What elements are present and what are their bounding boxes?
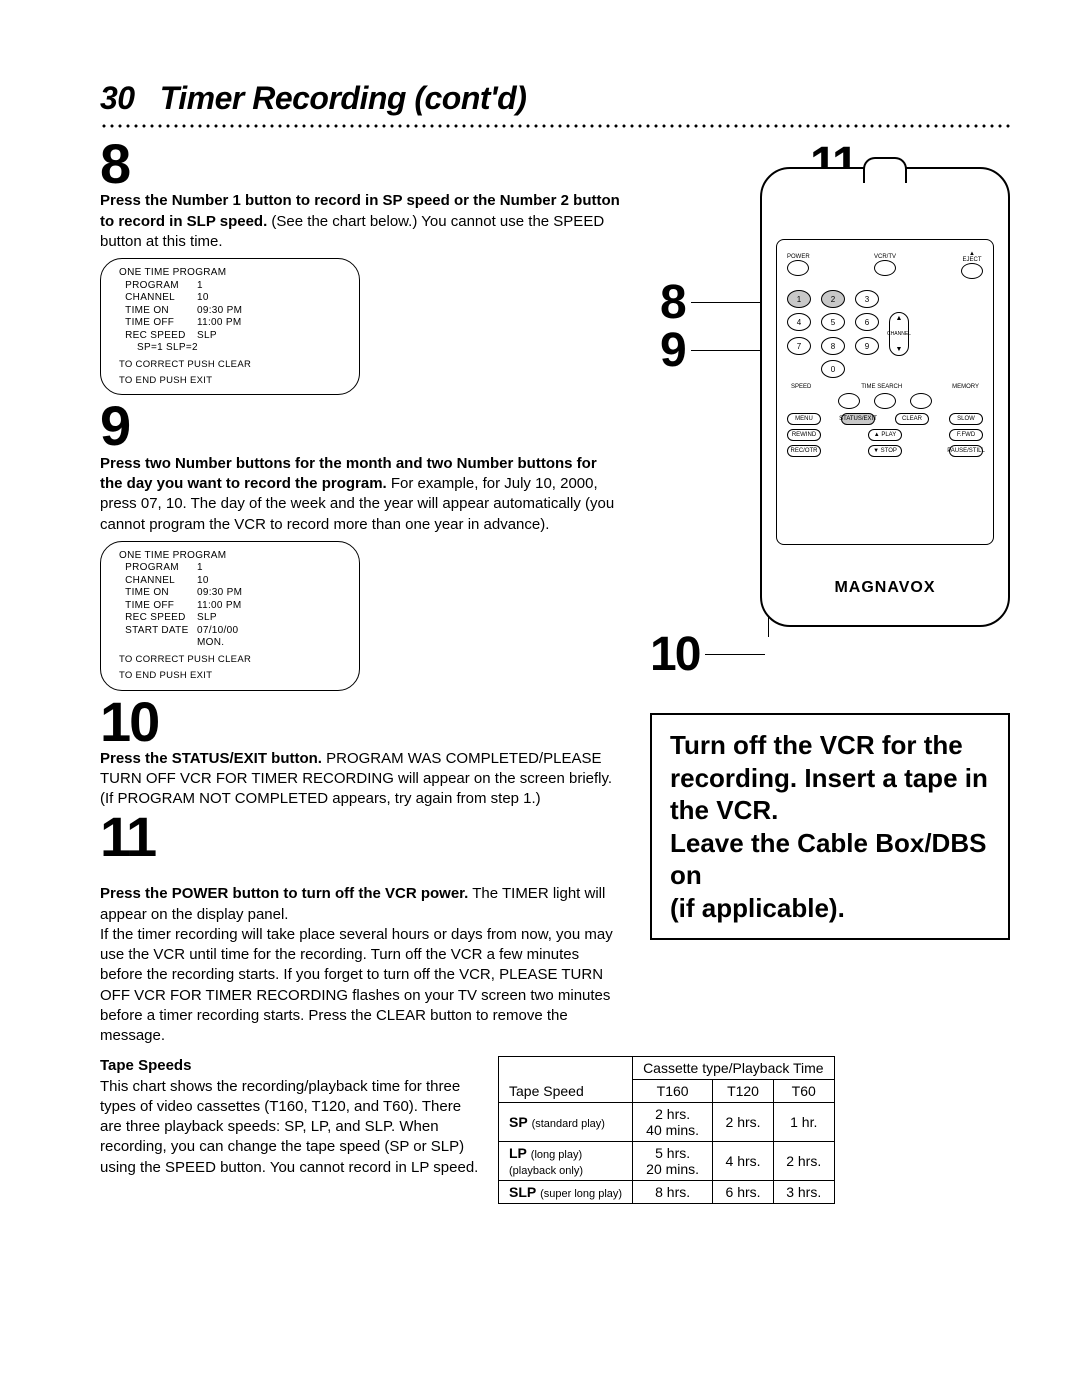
- callout-8-num: 8: [660, 275, 685, 330]
- remote-row-transport2: REC/OTR ▼ STOP PAUSE/STILL: [787, 445, 983, 457]
- channel-rocker[interactable]: ▲CHANNEL▼: [889, 312, 909, 356]
- step-8-number: 8: [100, 139, 620, 189]
- tape-speeds-section: Tape Speeds This chart shows the recordi…: [100, 1056, 1010, 1204]
- rewind-button[interactable]: REWIND: [787, 429, 821, 441]
- tape-speeds-heading: Tape Speeds: [100, 1056, 480, 1076]
- page-title: 30 Timer Recording (cont'd): [100, 80, 1010, 117]
- remote-row-transport1: REWIND ▲ PLAY F.FWD: [787, 429, 983, 441]
- status-exit-button[interactable]: STATUS/EXIT: [841, 413, 875, 425]
- callout-10-num: 10: [650, 627, 699, 682]
- callout-9: 9: [660, 323, 771, 378]
- osd-screen-1: ONE TIME PROGRAM PROGRAM1 CHANNEL10 TIME…: [100, 258, 360, 395]
- step-11-number: 11: [100, 812, 620, 862]
- callout-8: 8: [660, 275, 771, 330]
- num-5[interactable]: 5: [821, 313, 845, 331]
- eject-button[interactable]: [961, 263, 983, 279]
- tape-speeds-body: This chart shows the recording/playback …: [100, 1077, 480, 1178]
- vcrtv-button[interactable]: [874, 260, 896, 276]
- remote-top-row: POWER VCR/TV ▲ EJECT: [787, 251, 983, 284]
- clear-button[interactable]: CLEAR: [895, 413, 929, 425]
- tape-speeds-text: Tape Speeds This chart shows the recordi…: [100, 1056, 480, 1204]
- callout-9-num: 9: [660, 323, 685, 378]
- timesearch-button[interactable]: [874, 393, 896, 409]
- num-3[interactable]: 3: [855, 290, 879, 308]
- left-column: 8 Press the Number 1 button to record in…: [100, 137, 620, 1046]
- timesearch-label: TIME SEARCH: [861, 384, 902, 390]
- step-10-bold: Press the STATUS/EXIT button.: [100, 750, 322, 767]
- menu-button[interactable]: MENU: [787, 413, 821, 425]
- rec-button[interactable]: REC/OTR: [787, 445, 821, 457]
- memory-label: MEMORY: [952, 384, 979, 390]
- page-heading: Timer Recording (cont'd): [160, 80, 527, 116]
- remote-row-menu: MENU STATUS/EXIT CLEAR SLOW: [787, 413, 983, 425]
- num-8[interactable]: 8: [821, 337, 845, 355]
- page-number: 30: [100, 80, 135, 116]
- step-9-text: Press two Number buttons for the month a…: [100, 454, 620, 535]
- num-4[interactable]: 4: [787, 313, 811, 331]
- instruction-box: Turn off the VCR for the recording. Inse…: [650, 713, 1010, 940]
- step-8-text: Press the Number 1 button to record in S…: [100, 191, 620, 252]
- ffwd-button[interactable]: F.FWD: [949, 429, 983, 441]
- slow-button[interactable]: SLOW: [949, 413, 983, 425]
- eject-label: ▲ EJECT: [961, 251, 983, 263]
- num-2[interactable]: 2: [821, 290, 845, 308]
- step-10-text: Press the STATUS/EXIT button. PROGRAM WA…: [100, 749, 620, 810]
- remote-mid-labels: SPEED TIME SEARCH MEMORY: [787, 384, 983, 390]
- memory-button[interactable]: [910, 393, 932, 409]
- step-11-rest: The TIMER light will appear on the displ…: [100, 885, 613, 1044]
- remote-brand: MAGNAVOX: [762, 579, 1008, 597]
- power-button[interactable]: [787, 260, 809, 276]
- pause-button[interactable]: PAUSE/STILL: [949, 445, 983, 457]
- step-11-text: Press the POWER button to turn off the V…: [100, 864, 620, 1046]
- tape-speeds-table: Tape SpeedCassette type/Playback TimeT16…: [498, 1056, 835, 1204]
- num-0[interactable]: 0: [821, 360, 845, 378]
- osd-screen-2: ONE TIME PROGRAM PROGRAM1 CHANNEL10 TIME…: [100, 541, 360, 691]
- remote-diagram: 11 8 9 10: [650, 147, 1010, 707]
- play-button[interactable]: ▲ PLAY: [868, 429, 902, 441]
- remote-panel: POWER VCR/TV ▲ EJECT: [776, 239, 994, 545]
- num-9[interactable]: 9: [855, 337, 879, 355]
- remote-body: POWER VCR/TV ▲ EJECT: [760, 167, 1010, 627]
- step-11-bold: Press the POWER button to turn off the V…: [100, 885, 468, 902]
- step-9-number: 9: [100, 401, 620, 451]
- num-1[interactable]: 1: [787, 290, 811, 308]
- stop-button[interactable]: ▼ STOP: [868, 445, 902, 457]
- callout-10: 10: [650, 627, 765, 682]
- num-7[interactable]: 7: [787, 337, 811, 355]
- step-10-number: 10: [100, 697, 620, 747]
- speed-label: SPEED: [791, 384, 811, 390]
- num-6[interactable]: 6: [855, 313, 879, 331]
- speed-button[interactable]: [838, 393, 860, 409]
- number-pad: 123 456 ▲CHANNEL▼ 7890: [787, 290, 909, 378]
- right-column: 11 8 9 10: [650, 137, 1010, 1046]
- dotted-rule: [100, 123, 1010, 129]
- remote-mid-buttons: [787, 393, 983, 409]
